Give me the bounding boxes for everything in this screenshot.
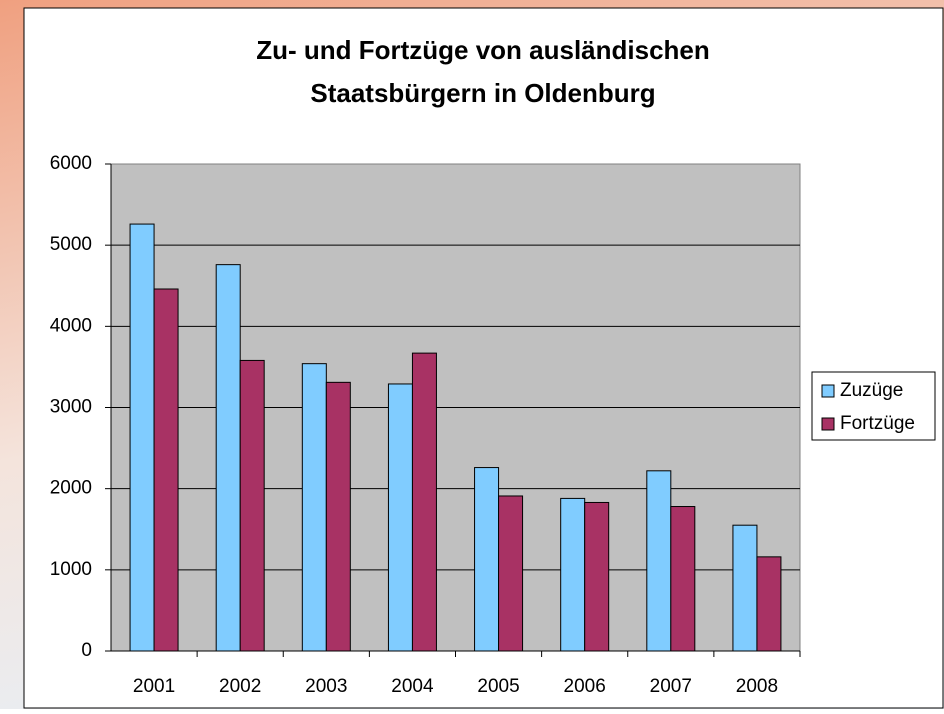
x-tick-label: 2005 — [477, 676, 519, 697]
bar — [387, 383, 413, 652]
bar — [732, 524, 758, 652]
y-tick-label: 6000 — [50, 153, 92, 174]
bar — [670, 506, 696, 652]
bar — [474, 467, 500, 652]
chart-title: Zu- und Fortzüge von ausländischen Staats… — [256, 35, 710, 108]
y-tick-label: 3000 — [50, 397, 92, 418]
bar — [498, 495, 524, 652]
bar — [756, 556, 782, 652]
x-tick-label: 2002 — [219, 676, 261, 697]
legend — [811, 371, 936, 441]
x-tick-label: 2008 — [736, 676, 778, 697]
legend-label: Zuzüge — [840, 380, 903, 401]
bar — [411, 352, 437, 652]
y-tick-label: 0 — [81, 640, 92, 661]
y-tick-label: 2000 — [50, 478, 92, 499]
y-tick-label: 1000 — [50, 559, 92, 580]
x-tick-label: 2001 — [133, 676, 175, 697]
legend-swatch — [821, 417, 835, 431]
bar — [153, 288, 179, 652]
y-tick-label: 5000 — [50, 234, 92, 255]
bar — [584, 501, 610, 652]
bar — [325, 381, 351, 652]
bar — [301, 363, 327, 652]
x-tick-label: 2003 — [305, 676, 347, 697]
bar — [215, 264, 241, 652]
y-tick-label: 4000 — [50, 315, 92, 336]
legend-label: Fortzüge — [840, 413, 915, 434]
bar — [129, 223, 155, 652]
legend-swatch — [821, 384, 835, 398]
bar — [239, 359, 265, 652]
x-tick-label: 2007 — [650, 676, 692, 697]
x-tick-label: 2006 — [564, 676, 606, 697]
bar — [646, 470, 672, 652]
x-tick-label: 2004 — [391, 676, 434, 697]
bar — [560, 497, 586, 652]
